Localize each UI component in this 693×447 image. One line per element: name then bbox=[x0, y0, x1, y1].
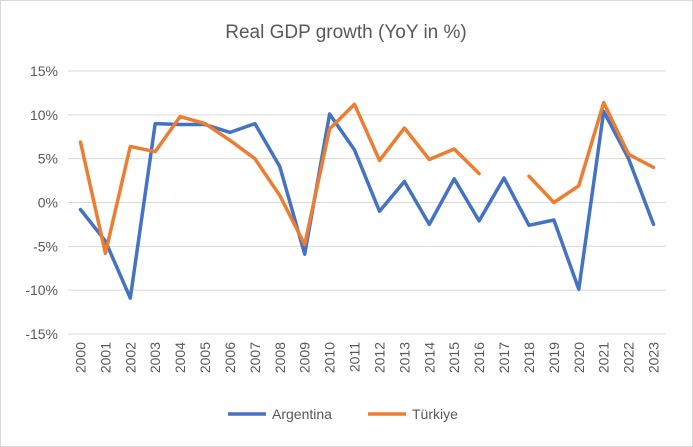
x-tick-label: 2014 bbox=[421, 342, 437, 373]
x-tick-label: 2002 bbox=[122, 342, 138, 373]
x-tick-label: 2016 bbox=[471, 342, 487, 373]
x-tick-label: 2003 bbox=[147, 342, 163, 373]
y-tick-label: -5% bbox=[33, 238, 58, 254]
x-tick-label: 2008 bbox=[272, 342, 288, 373]
y-tick-label: 15% bbox=[30, 63, 58, 79]
x-tick-label: 2005 bbox=[197, 342, 213, 373]
legend-label-t-rkiye: Türkiye bbox=[412, 406, 458, 422]
y-tick-label: 10% bbox=[30, 107, 58, 123]
x-tick-label: 2017 bbox=[496, 342, 512, 373]
y-tick-label: 0% bbox=[38, 195, 58, 211]
x-tick-label: 2015 bbox=[446, 342, 462, 373]
series-lines bbox=[78, 100, 656, 300]
x-tick-label: 2006 bbox=[222, 342, 238, 373]
x-tick-label: 2022 bbox=[621, 342, 637, 373]
x-tick-label: 2007 bbox=[247, 342, 263, 373]
series-line-argentina bbox=[78, 109, 656, 300]
gridlines bbox=[68, 70, 666, 335]
legend-label-argentina: Argentina bbox=[272, 406, 332, 422]
series-line-t-rkiye bbox=[78, 100, 656, 256]
x-tick-label: 2012 bbox=[371, 342, 387, 373]
x-tick-label: 2013 bbox=[396, 342, 412, 373]
x-tick-label: 2023 bbox=[646, 342, 662, 373]
x-tick-label: 2004 bbox=[172, 342, 188, 373]
x-tick-label: 2011 bbox=[347, 342, 363, 372]
y-tick-label: -10% bbox=[25, 282, 58, 298]
x-tick-label: 2001 bbox=[97, 342, 113, 373]
x-tick-label: 2021 bbox=[596, 342, 612, 373]
x-tick-label: 2010 bbox=[322, 342, 338, 373]
x-tick-label: 2019 bbox=[546, 342, 562, 373]
x-tick-label: 2020 bbox=[571, 342, 587, 373]
y-axis-ticks: 15% 10% 5% 0% -5% -10% -15% bbox=[25, 63, 58, 342]
legend: Argentina Türkiye bbox=[228, 406, 458, 422]
chart-title: Real GDP growth (YoY in %) bbox=[225, 22, 467, 43]
x-tick-label: 2000 bbox=[72, 342, 88, 373]
x-tick-label: 2018 bbox=[521, 342, 537, 373]
x-tick-label: 2009 bbox=[297, 342, 313, 373]
x-axis-ticks: 2000 2001 2002 2003 2004 2005 2006 2007 2008 2009… bbox=[72, 342, 661, 373]
y-tick-label: -15% bbox=[25, 326, 58, 342]
y-tick-label: 5% bbox=[38, 151, 58, 167]
